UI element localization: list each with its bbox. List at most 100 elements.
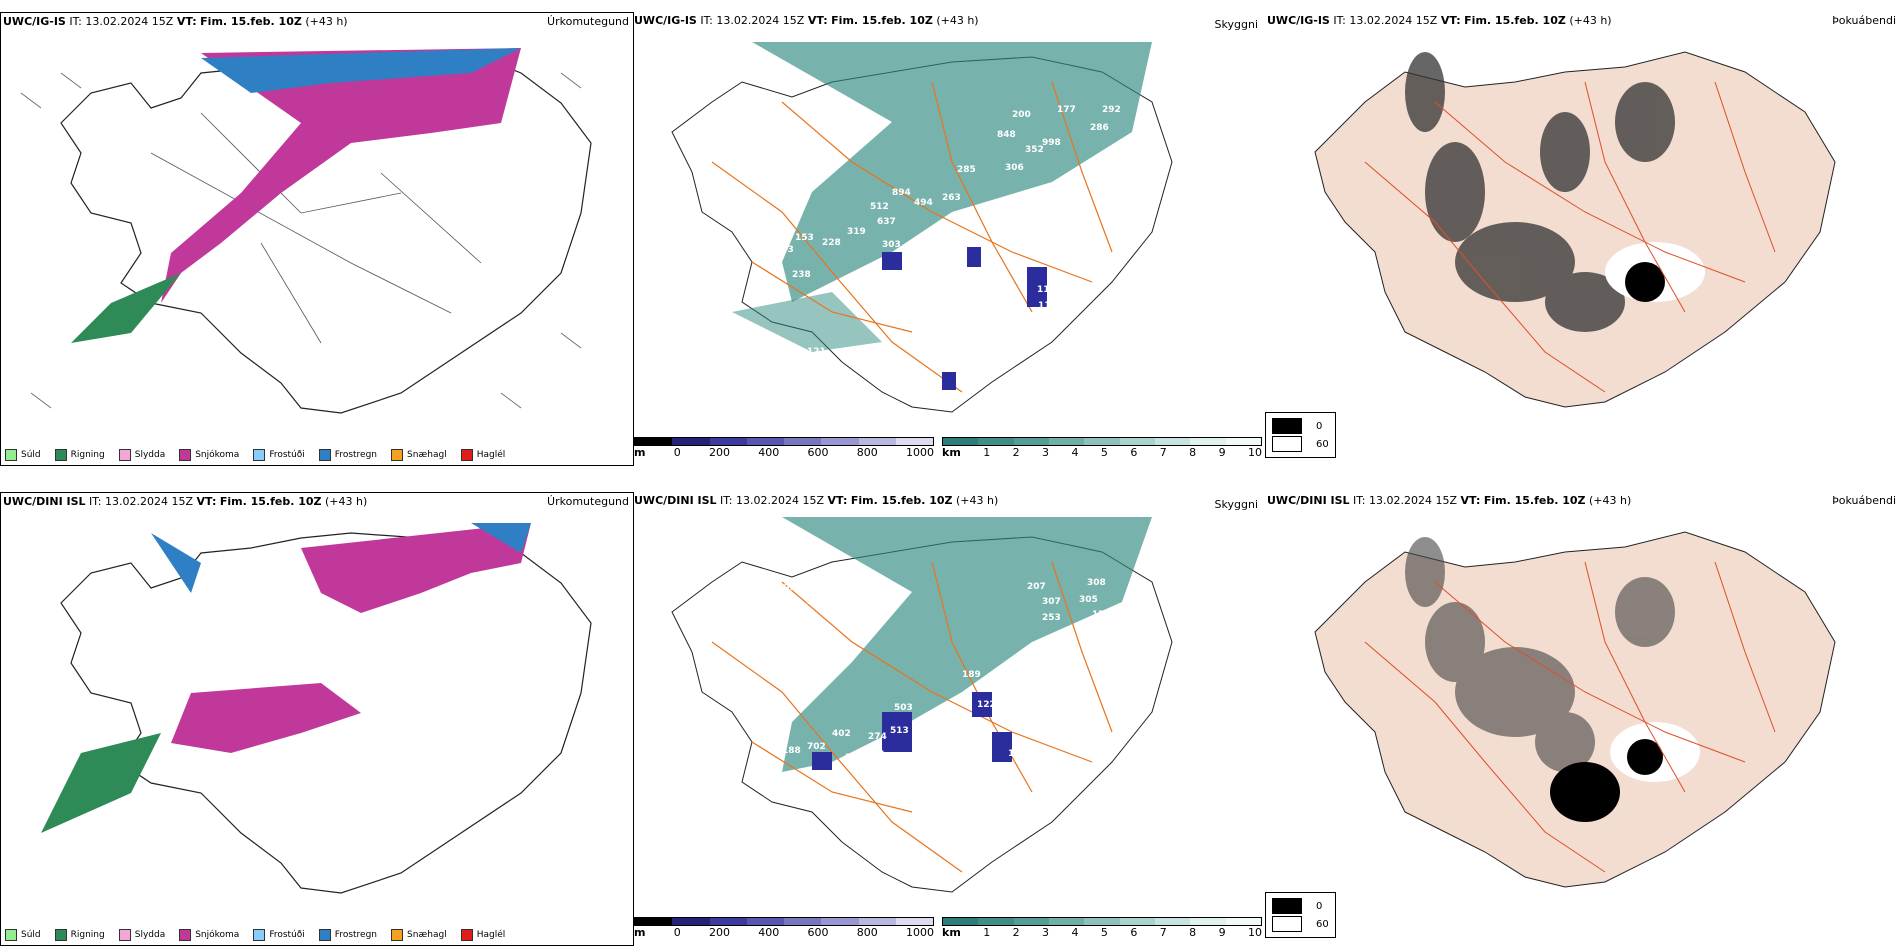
legend-item: Haglél bbox=[460, 929, 505, 941]
panel-title: Skyggni bbox=[1214, 18, 1258, 31]
road-network bbox=[1364, 561, 1776, 873]
panel-title: Úrkomutegund bbox=[547, 495, 629, 508]
svg-text:513: 513 bbox=[890, 726, 909, 736]
svg-text:244: 244 bbox=[914, 730, 933, 740]
snow-area bbox=[161, 48, 521, 303]
legend-item: Rigning bbox=[54, 929, 105, 941]
legend-item: Rigning bbox=[54, 449, 105, 461]
cloud-area bbox=[782, 517, 1152, 772]
legend-item: Snjókoma bbox=[179, 929, 239, 941]
svg-text:228: 228 bbox=[822, 238, 841, 248]
svg-text:494: 494 bbox=[914, 198, 933, 208]
rain-area bbox=[71, 273, 181, 343]
panel-header: UWC/DINI ISL IT: 13.02.2024 15Z VT: Fim.… bbox=[3, 495, 368, 508]
fog-panel-top: UWC/IG-IS IT: 13.02.2024 15Z VT: Fim. 15… bbox=[1265, 12, 1900, 464]
height-scale-top: m 0 200 400 600 800 1000 bbox=[634, 437, 934, 459]
svg-text:286: 286 bbox=[1090, 123, 1109, 133]
legend-item: Slydda bbox=[118, 929, 165, 941]
svg-text:307: 307 bbox=[1042, 597, 1061, 607]
svg-text:305: 305 bbox=[1079, 595, 1098, 605]
rain-area bbox=[41, 733, 161, 833]
model-name: UWC/IG-IS bbox=[3, 15, 66, 28]
svg-text:189: 189 bbox=[962, 670, 981, 680]
road-network bbox=[1364, 81, 1776, 393]
svg-text:121: 121 bbox=[807, 347, 826, 357]
legend-item: Snæhagl bbox=[391, 449, 447, 461]
svg-text:503: 503 bbox=[894, 703, 913, 713]
svg-text:292: 292 bbox=[1102, 105, 1121, 115]
fog-legend-bottom: 0 60 bbox=[1265, 892, 1336, 938]
visibility-scale-bottom: km 1 2 3 4 5 6 7 8 9 10 bbox=[942, 917, 1262, 939]
svg-text:230: 230 bbox=[807, 597, 826, 607]
legend-item: Súld bbox=[5, 449, 41, 461]
svg-text:274: 274 bbox=[868, 732, 887, 742]
svg-text:998: 998 bbox=[1042, 138, 1061, 148]
svg-text:402: 402 bbox=[832, 729, 851, 739]
precip-panel-top: UWC/IG-IS IT: 13.02.2024 15Z VT: Fim. 15… bbox=[0, 12, 634, 466]
svg-text:319: 319 bbox=[847, 227, 866, 237]
panel-header: UWC/IG-IS IT: 13.02.2024 15Z VT: Fim. 15… bbox=[1267, 14, 1612, 27]
legend-item: Frostúði bbox=[253, 449, 305, 461]
svg-text:96: 96 bbox=[874, 277, 887, 287]
svg-text:116: 116 bbox=[1038, 301, 1057, 311]
svg-text:107: 107 bbox=[910, 390, 929, 400]
svg-text:153: 153 bbox=[795, 233, 814, 243]
svg-text:848: 848 bbox=[997, 130, 1016, 140]
low-cloud-patches bbox=[812, 692, 1012, 770]
cloud-panel-top: UWC/IG-IS IT: 13.02.2024 15Z VT: Fim. 15… bbox=[632, 12, 1262, 464]
svg-text:112: 112 bbox=[1008, 749, 1027, 759]
svg-text:702: 702 bbox=[807, 742, 826, 752]
legend-item: Súld bbox=[5, 929, 41, 941]
legend-item: Frostúði bbox=[253, 929, 305, 941]
panel-title: Þokuábendi bbox=[1832, 494, 1896, 507]
svg-text:71: 71 bbox=[940, 265, 953, 275]
svg-text:350: 350 bbox=[864, 771, 883, 781]
svg-text:177: 177 bbox=[1057, 105, 1076, 115]
svg-text:512: 512 bbox=[870, 202, 889, 212]
panel-header: UWC/DINI ISL IT: 13.02.2024 15Z VT: Fim.… bbox=[1267, 494, 1632, 507]
legend-item: Slydda bbox=[118, 449, 165, 461]
precip-legend: Súld Rigning Slydda Snjókoma Frostúði Fr… bbox=[5, 449, 505, 461]
legend-item: Snæhagl bbox=[391, 929, 447, 941]
panel-header: UWC/DINI ISL IT: 13.02.2024 15Z VT: Fim.… bbox=[634, 494, 999, 507]
cloud-area bbox=[752, 42, 1152, 302]
road-network bbox=[711, 81, 1113, 393]
svg-text:253: 253 bbox=[1042, 613, 1061, 623]
svg-text:188: 188 bbox=[782, 746, 801, 756]
svg-text:894: 894 bbox=[892, 188, 911, 198]
legend-item: Snjókoma bbox=[179, 449, 239, 461]
svg-text:233: 233 bbox=[894, 767, 913, 777]
svg-text:207: 207 bbox=[1027, 582, 1046, 592]
legend-item: Haglél bbox=[460, 449, 505, 461]
svg-text:203: 203 bbox=[775, 245, 794, 255]
low-cloud-patches bbox=[882, 247, 1047, 390]
fog-legend-top: 0 60 bbox=[1265, 412, 1336, 458]
frost-area bbox=[151, 533, 201, 593]
svg-text:238: 238 bbox=[792, 270, 811, 280]
svg-text:114: 114 bbox=[1037, 285, 1056, 295]
svg-text:334: 334 bbox=[866, 750, 885, 760]
panel-title: Skyggni bbox=[1214, 498, 1258, 511]
panel-header: UWC/IG-IS IT: 13.02.2024 15Z VT: Fim. 15… bbox=[634, 14, 979, 27]
legend-item: Frostregn bbox=[318, 449, 377, 461]
fog-map bbox=[1314, 531, 1836, 888]
precip-map bbox=[41, 523, 592, 894]
height-scale-bottom: m 0 200 400 600 800 1000 bbox=[634, 917, 934, 939]
precip-panel-bottom: UWC/DINI ISL IT: 13.02.2024 15Z VT: Fim.… bbox=[0, 492, 634, 946]
precip-map bbox=[20, 48, 592, 414]
svg-text:352: 352 bbox=[1025, 145, 1044, 155]
precip-legend: Súld Rigning Slydda Snjókoma Frostúði Fr… bbox=[5, 929, 505, 941]
svg-text:306: 306 bbox=[1005, 163, 1024, 173]
svg-text:163: 163 bbox=[938, 728, 957, 738]
frost-area bbox=[201, 48, 521, 93]
svg-text:263: 263 bbox=[942, 193, 961, 203]
fog-areas bbox=[1405, 537, 1675, 772]
visibility-scale-top: km 1 2 3 4 5 6 7 8 9 10 bbox=[942, 437, 1262, 459]
cloud-panel-bottom: UWC/DINI ISL IT: 13.02.2024 15Z VT: Fim.… bbox=[632, 492, 1262, 944]
fog-map bbox=[1314, 51, 1836, 408]
svg-text:136: 136 bbox=[775, 660, 794, 670]
panel-header: UWC/IG-IS IT: 13.02.2024 15Z VT: Fim. 15… bbox=[3, 15, 348, 28]
fog-panel-bottom: UWC/DINI ISL IT: 13.02.2024 15Z VT: Fim.… bbox=[1265, 492, 1900, 944]
